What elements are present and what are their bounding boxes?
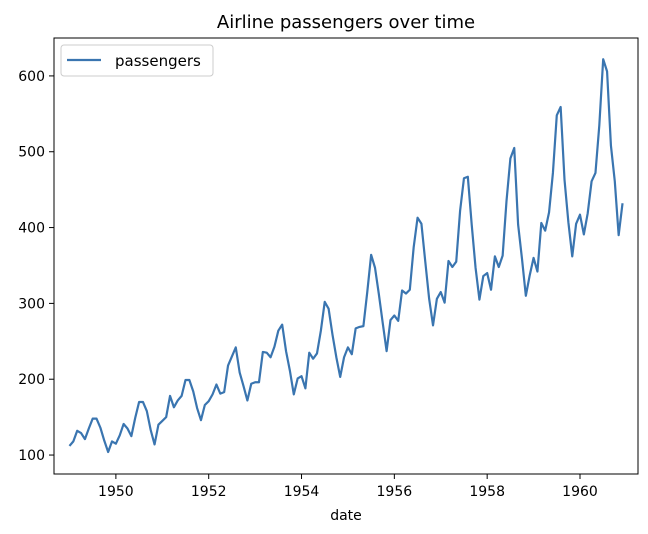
x-tick-label: 1954 (284, 484, 320, 500)
y-tick-label: 200 (18, 372, 45, 388)
plot-frame (53, 37, 639, 475)
legend: passengers (60, 44, 214, 77)
chart-title: Airline passengers over time (217, 12, 475, 33)
x-tick-label: 1956 (377, 484, 413, 500)
y-tick-label: 300 (18, 296, 45, 312)
x-tick-label: 1952 (191, 484, 227, 500)
y-tick-label: 100 (18, 448, 45, 464)
y-tick-label: 400 (18, 221, 45, 237)
x-tick-label: 1960 (562, 484, 598, 500)
x-tick-label: 1958 (469, 484, 505, 500)
y-tick-label: 500 (18, 145, 45, 161)
y-tick-label: 600 (18, 69, 45, 85)
plot-area (53, 37, 639, 475)
x-axis-ticks: 1950 1952 1954 1956 1958 1960 (98, 474, 598, 500)
x-axis-label: date (330, 508, 362, 524)
y-axis-ticks: 100 200 300 400 500 600 (18, 69, 54, 464)
legend-label: passengers (115, 52, 201, 70)
series-line-passengers (68, 58, 624, 454)
x-tick-label: 1950 (98, 484, 134, 500)
legend-box (60, 44, 214, 77)
